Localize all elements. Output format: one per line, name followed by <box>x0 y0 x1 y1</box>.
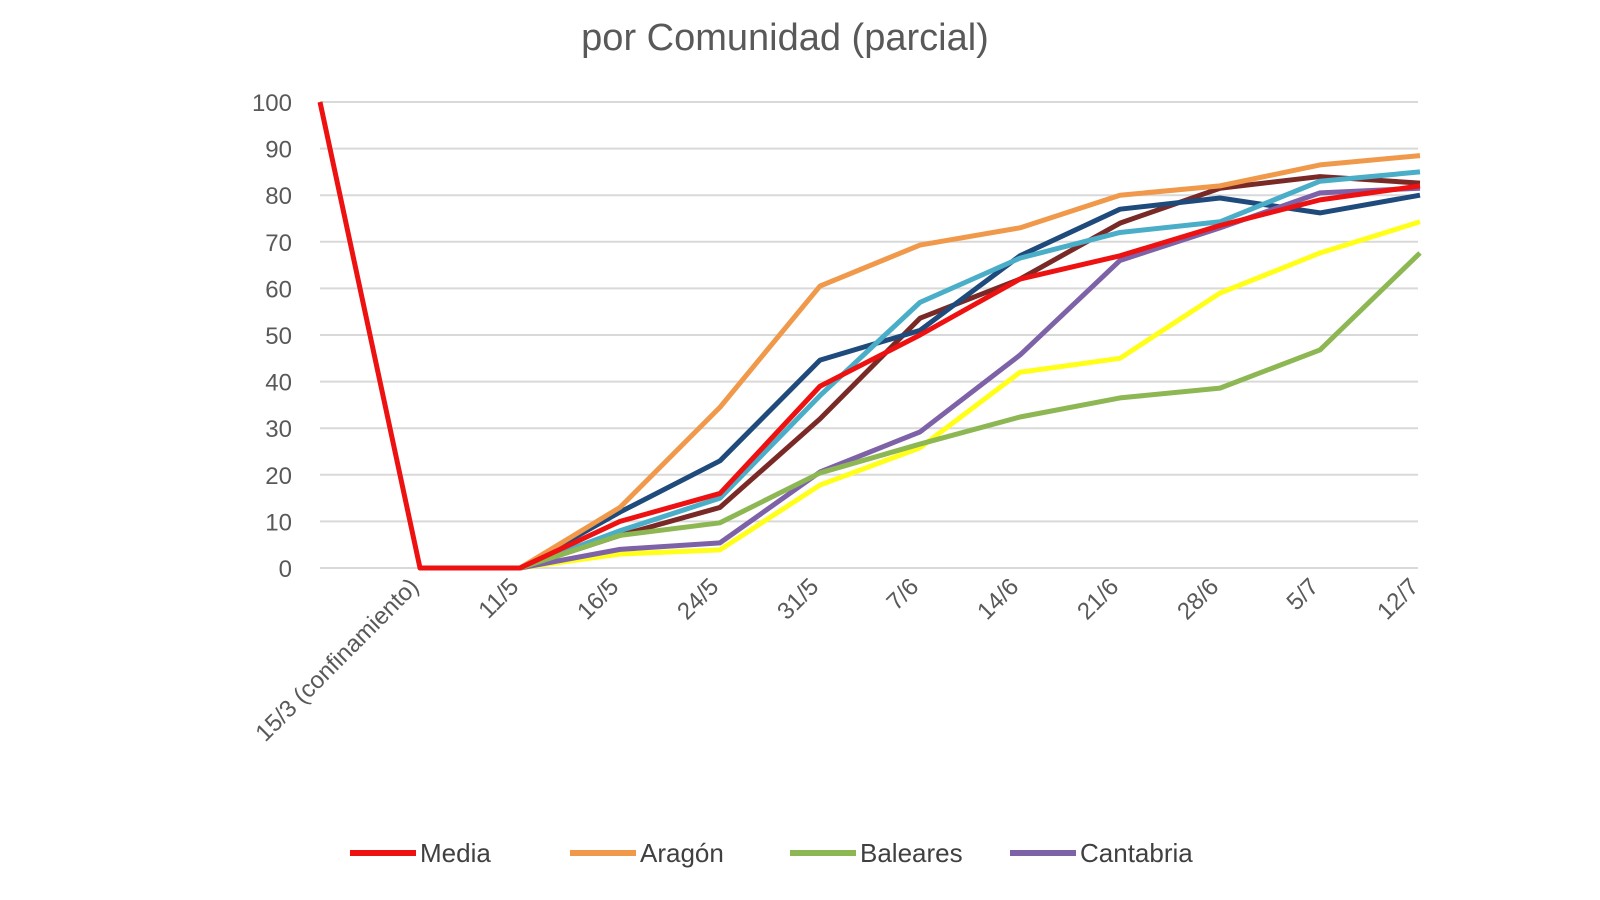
y-tick-label: 40 <box>265 370 292 397</box>
legend-label: Cantabria <box>1080 838 1193 868</box>
x-tick-label: 31/5 <box>772 573 824 625</box>
x-tick-label: 15/3 (confinamiento) <box>250 573 424 747</box>
x-tick-label: 7/6 <box>882 573 925 616</box>
legend-label: Media <box>420 838 491 868</box>
x-tick-label: 11/5 <box>473 573 524 624</box>
y-tick-label: 90 <box>265 137 292 164</box>
y-tick-label: 100 <box>252 90 292 117</box>
legend-label: Baleares <box>860 838 963 868</box>
x-tick-label: 14/6 <box>972 573 1024 625</box>
x-tick-label: 16/5 <box>572 573 624 625</box>
y-tick-label: 0 <box>279 556 292 583</box>
y-tick-label: 60 <box>265 276 292 303</box>
series-line-baleares <box>420 251 1422 571</box>
series-line-unnamed <box>420 174 1421 571</box>
y-tick-label: 80 <box>265 183 292 210</box>
y-tick-label: 50 <box>265 323 292 350</box>
y-tick-label: 20 <box>265 463 292 490</box>
series-line-media <box>317 101 1421 571</box>
series-line-unnamed <box>420 169 1421 571</box>
series-line-unnamed <box>420 192 1421 571</box>
x-tick-label: 21/6 <box>1072 573 1124 625</box>
y-tick-label: 10 <box>265 509 292 536</box>
series-line-aragón <box>420 153 1421 571</box>
legend-label: Aragón <box>640 838 724 868</box>
y-tick-label: 30 <box>265 416 292 443</box>
x-tick-label: 12/7 <box>1372 573 1424 625</box>
chart-title: por Comunidad (parcial) <box>581 17 989 59</box>
x-tick-label: 5/7 <box>1282 573 1325 616</box>
x-tick-label: 28/6 <box>1172 573 1224 625</box>
y-tick-label: 70 <box>265 230 292 257</box>
series-line-unnamed <box>420 219 1421 571</box>
x-tick-label: 24/5 <box>672 573 724 625</box>
